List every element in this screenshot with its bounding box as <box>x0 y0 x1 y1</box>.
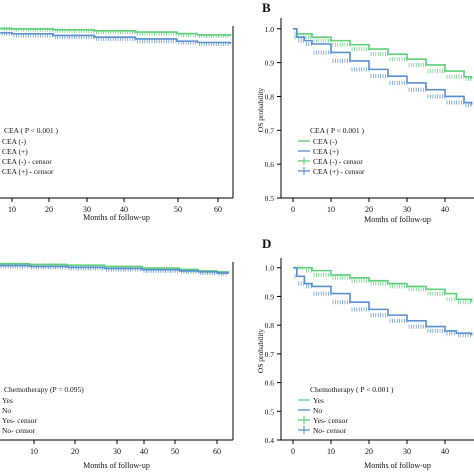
legend-entry: Yes- censor <box>313 416 348 425</box>
series-1-curve <box>0 264 230 274</box>
x-tick-label: 30 <box>113 447 121 456</box>
x-tick-label: 10 <box>327 205 335 214</box>
y-tick-label: 0.8 <box>265 321 275 330</box>
y-tick-label: 1.0 <box>265 264 275 273</box>
series-0-curve <box>293 266 473 303</box>
legend-entry: CEA (-) - censor <box>2 157 52 166</box>
x-tick-label: 20 <box>365 447 373 456</box>
y-tick-label: 0.5 <box>265 194 275 203</box>
y-tick-label: 0.6 <box>265 160 275 169</box>
x-axis-label: Months of follow-up <box>364 215 431 224</box>
x-tick-label: 20 <box>45 205 53 214</box>
panel-A: 10 20 30 40 50 60 Months of follow-up CEA ( P <… <box>0 26 234 222</box>
x-tick-label: 50 <box>171 447 179 456</box>
x-tick-label: 60 <box>214 205 222 214</box>
series-1-curve <box>293 266 473 336</box>
legend-entry: CEA (+) <box>2 147 28 156</box>
x-tick-label: 40 <box>441 205 449 214</box>
legend-entry: CEA (-) <box>2 137 26 146</box>
legend-entry: CEA (+) - censor <box>2 167 54 176</box>
x-tick-label: 0 <box>291 205 295 214</box>
y-tick-label: 0.7 <box>265 126 275 135</box>
series-0-curve <box>293 27 473 79</box>
legend-entry: Yes <box>313 396 324 405</box>
x-tick-label: 50 <box>174 205 182 214</box>
panel-D: 0 10 20 30 40 1.0 0.9 0.8 0.7 0.6 0.5 0.4 Months of … <box>256 236 474 470</box>
x-tick-label: 10 <box>30 447 38 456</box>
panel-C: 10 20 30 40 50 60 Months of follow-up Chemother… <box>0 262 234 470</box>
panel-label: B <box>262 0 271 15</box>
legend-entry: CEA (+) - censor <box>313 167 365 176</box>
legend-entry: CEA (-) - censor <box>313 157 363 166</box>
x-axis-label: Months of follow-up <box>83 213 150 222</box>
y-tick-label: 0.7 <box>265 350 275 359</box>
y-axis-label: OS probability <box>256 329 265 374</box>
legend-title: Chemotherapy ( P < 0.001 ) <box>310 385 394 394</box>
x-axis-label: Months of follow-up <box>364 461 431 470</box>
legend-entry: Yes <box>2 396 13 405</box>
y-tick-label: 0.9 <box>265 292 275 301</box>
legend-entry: CEA (+) <box>313 147 339 156</box>
legend-entry: No- censor <box>313 426 347 435</box>
x-axis-label: Months of follow-up <box>83 461 150 470</box>
legend-entry: Yes- censor <box>2 416 37 425</box>
y-axis-label: OS probability <box>256 88 265 133</box>
x-tick-label: 30 <box>83 205 91 214</box>
y-tick-label: 0.5 <box>265 407 275 416</box>
y-tick-label: 0.4 <box>265 436 275 445</box>
y-tick-label: 0.9 <box>265 59 275 68</box>
y-tick-label: 0.6 <box>265 379 275 388</box>
y-tick-label: 1.0 <box>265 25 275 34</box>
panel-B: 0 10 20 30 40 1.0 0.9 0.8 0.7 0.6 0.5 Months of fol… <box>256 0 474 224</box>
legend-entry: CEA (-) <box>313 137 337 146</box>
legend-title: Chemotherapy (P = 0.095) <box>4 385 84 394</box>
x-tick-label: 30 <box>403 205 411 214</box>
x-tick-label: 10 <box>8 205 16 214</box>
legend: CEA ( P < 0.001 ) CEA (-)CEA (+)CEA (-) -… <box>298 126 365 176</box>
x-tick-label: 10 <box>327 447 335 456</box>
x-tick-label: 40 <box>140 447 148 456</box>
x-tick-label: 20 <box>365 205 373 214</box>
legend-entry: No- censor <box>2 426 36 435</box>
legend: CEA ( P < 0.001 ) CEA (-)CEA (+)CEA (-) -… <box>2 126 58 176</box>
panel-label: D <box>262 236 271 251</box>
y-tick-label: 0.8 <box>265 92 275 101</box>
x-tick-label: 40 <box>120 205 128 214</box>
legend-entry: No <box>313 406 322 415</box>
x-tick-label: 60 <box>213 447 221 456</box>
x-tick-label: 0 <box>291 447 295 456</box>
legend-title: CEA ( P < 0.001 ) <box>4 126 58 135</box>
legend-entry: No <box>2 406 11 415</box>
x-tick-label: 20 <box>71 447 79 456</box>
x-tick-label: 40 <box>441 447 449 456</box>
x-tick-label: 30 <box>403 447 411 456</box>
legend-title: CEA ( P < 0.001 ) <box>310 126 364 135</box>
